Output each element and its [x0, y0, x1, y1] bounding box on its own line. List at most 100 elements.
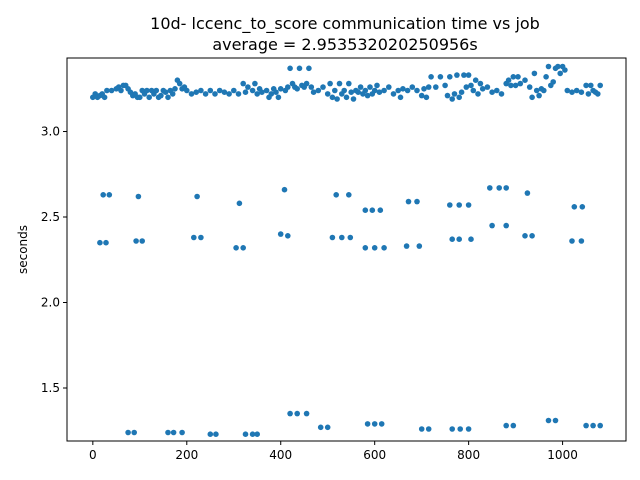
data-point: [595, 91, 601, 97]
data-point: [254, 91, 260, 97]
data-point: [522, 77, 528, 83]
data-point: [131, 429, 137, 436]
data-point: [193, 89, 199, 95]
y-axis: 1.5 2.0 2.5 3.0: [41, 125, 67, 395]
data-point: [541, 87, 547, 94]
data-point: [545, 63, 552, 70]
data-point: [573, 87, 580, 94]
chart-subtitle: average = 2.953532020250956s: [212, 35, 477, 54]
data-point: [423, 94, 430, 101]
data-point: [277, 231, 284, 237]
y-tick-label: 3.0: [41, 125, 60, 139]
data-point: [327, 80, 333, 87]
data-point: [597, 422, 603, 429]
data-point: [165, 94, 171, 101]
y-axis-label: seconds: [16, 225, 30, 274]
data-point: [334, 96, 340, 102]
data-point: [100, 192, 106, 198]
data-point: [457, 426, 464, 432]
data-point: [425, 84, 432, 90]
data-point: [281, 186, 288, 193]
data-point: [475, 91, 481, 97]
data-point: [456, 202, 463, 208]
data-point: [414, 87, 420, 94]
data-point: [242, 431, 249, 438]
data-point: [454, 72, 460, 78]
data-point: [588, 82, 594, 89]
data-point: [245, 84, 251, 90]
data-point: [191, 234, 197, 241]
data-point: [317, 424, 324, 431]
data-point: [405, 198, 412, 205]
data-point: [343, 94, 350, 101]
data-point: [512, 82, 519, 89]
data-point: [562, 67, 568, 73]
data-point: [249, 87, 256, 94]
data-point: [557, 70, 563, 77]
data-point: [97, 239, 103, 246]
data-point: [364, 421, 371, 427]
data-point: [207, 87, 214, 94]
data-point: [341, 87, 348, 94]
data-point: [529, 94, 535, 101]
data-point: [125, 429, 131, 436]
data-point: [333, 192, 340, 198]
data-point: [346, 80, 352, 87]
data-point: [240, 80, 246, 87]
data-point: [510, 422, 517, 429]
data-point: [146, 94, 152, 101]
data-point: [104, 87, 110, 94]
data-point: [477, 80, 484, 87]
data-point: [498, 91, 505, 97]
data-point: [590, 422, 596, 429]
data-point: [484, 84, 491, 90]
data-point: [198, 234, 204, 241]
data-point: [296, 65, 303, 72]
data-point: [306, 65, 312, 72]
data-point: [569, 238, 575, 244]
data-point: [308, 84, 315, 90]
data-point: [285, 233, 291, 239]
data-point: [409, 84, 416, 90]
data-point: [242, 89, 249, 95]
data-point: [571, 204, 578, 210]
data-point: [397, 94, 404, 101]
data-point: [259, 89, 265, 95]
data-point: [496, 185, 503, 191]
data-point: [444, 92, 451, 99]
data-point: [374, 82, 380, 89]
data-point: [362, 245, 369, 251]
data-point: [564, 87, 571, 94]
data-point: [347, 234, 354, 241]
data-point: [569, 89, 575, 95]
data-point: [348, 89, 355, 95]
data-point: [418, 426, 425, 432]
data-point: [202, 91, 209, 97]
data-point: [194, 193, 200, 200]
data-point: [522, 233, 528, 239]
data-point: [456, 94, 463, 101]
data-point: [285, 84, 291, 90]
data-point: [268, 91, 275, 97]
data-point: [324, 91, 331, 97]
data-point: [254, 431, 260, 438]
data-point: [470, 87, 477, 94]
data-point: [303, 80, 310, 87]
data-point: [578, 238, 585, 244]
data-point: [320, 84, 326, 90]
data-points: [90, 63, 603, 438]
data-point: [377, 207, 384, 213]
x-tick-label: 0: [89, 448, 97, 462]
data-point: [235, 91, 242, 97]
data-point: [543, 74, 549, 80]
data-point: [524, 190, 531, 196]
data-point: [447, 74, 453, 80]
data-point: [106, 192, 113, 198]
data-point: [400, 86, 406, 92]
data-point: [437, 74, 444, 80]
data-point: [336, 80, 343, 87]
data-point: [536, 92, 542, 99]
data-point: [489, 89, 495, 95]
data-point: [510, 74, 517, 80]
data-point: [275, 94, 282, 101]
